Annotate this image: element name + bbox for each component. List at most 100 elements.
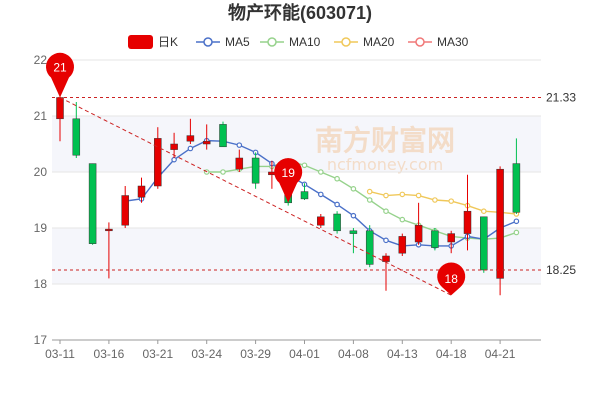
- candle: [496, 166, 504, 296]
- candle-body: [333, 213, 341, 232]
- ma10-point: [399, 216, 406, 223]
- candle: [251, 152, 260, 189]
- legend-item-日k: 日K: [128, 35, 178, 49]
- candle-body: [496, 168, 504, 279]
- legend-point-swatch: [203, 37, 213, 47]
- legend-item-ma30: MA30: [408, 35, 469, 49]
- ma10-point: [383, 208, 389, 215]
- legend-item-ma20: MA20: [334, 35, 395, 49]
- candle: [137, 177, 146, 203]
- candle: [414, 202, 423, 245]
- candle-body: [414, 224, 423, 243]
- series: [56, 96, 521, 296]
- candle-body: [398, 236, 407, 254]
- ma20-line: [369, 190, 517, 215]
- candle-body: [235, 157, 244, 170]
- ma10-point: [317, 169, 324, 175]
- y-tick-label: 18: [34, 277, 48, 291]
- candle: [300, 183, 309, 200]
- ma5-point: [513, 218, 520, 225]
- reference-label: 21.33: [546, 91, 576, 105]
- ma10-point: [513, 229, 520, 236]
- candle: [480, 216, 488, 273]
- candle: [202, 124, 211, 150]
- x-tick-label: 03-29: [240, 347, 271, 361]
- x-tick-label: 03-24: [191, 347, 222, 361]
- ma10-point: [301, 162, 308, 169]
- candle: [72, 102, 81, 158]
- x-tick-label: 04-08: [338, 347, 369, 361]
- ma5-point: [317, 191, 324, 198]
- axes: 17 18 19 20 21 22 03-11 03-16 03-21 03-24 03-29 04-…: [34, 53, 541, 361]
- chart-legend: 日K MA5 MA10 MA20 MA30: [128, 35, 469, 49]
- candle-body: [431, 230, 439, 248]
- legend-item-ma5: MA5: [196, 35, 250, 49]
- x-tick-label: 03-21: [142, 347, 173, 361]
- trend-line: [59, 97, 452, 296]
- ma10-point: [220, 169, 226, 175]
- y-tick-label: 22: [34, 53, 48, 67]
- ma5-point: [350, 212, 357, 219]
- legend-point-swatch: [267, 37, 277, 47]
- marker-label: 21: [53, 61, 67, 75]
- candle: [317, 214, 325, 228]
- candle: [365, 225, 374, 268]
- candle-body: [251, 157, 260, 184]
- candle: [463, 174, 472, 251]
- candle: [512, 138, 521, 214]
- candle: [88, 163, 97, 245]
- ma5-point: [236, 142, 243, 148]
- y-tick-label: 17: [34, 333, 48, 347]
- legend-label: MA30: [437, 35, 469, 49]
- marker-pin: [274, 158, 303, 203]
- ma20-point: [432, 197, 438, 203]
- candle: [170, 132, 178, 158]
- candle-body: [480, 216, 488, 271]
- candle: [186, 118, 195, 144]
- candle-body: [170, 143, 178, 150]
- candle: [219, 121, 227, 148]
- ma20-point: [383, 192, 389, 199]
- legend-candle-swatch: [128, 35, 153, 49]
- candle: [398, 233, 407, 256]
- candle-body: [382, 255, 390, 262]
- candle-body: [300, 191, 309, 200]
- x-tick-label: 03-11: [45, 347, 75, 361]
- candle-body: [463, 210, 472, 234]
- candle: [105, 222, 113, 279]
- ma5-point: [383, 237, 389, 244]
- legend-label: MA20: [363, 35, 395, 49]
- ma5-point: [187, 145, 194, 152]
- ma20-point: [448, 198, 455, 204]
- price-marker: 19: [274, 158, 303, 203]
- candle: [447, 230, 455, 254]
- watermark-subtext: ncfmoney.com: [327, 155, 443, 174]
- chart-title: 物产环能(603071): [228, 2, 372, 23]
- legend-item-ma10: MA10: [260, 35, 321, 49]
- candle-body: [186, 135, 195, 142]
- ma20-point: [415, 192, 422, 199]
- candle-body: [219, 124, 227, 148]
- legend-label: 日K: [158, 35, 178, 49]
- ma5-point: [171, 156, 177, 163]
- candle-body: [447, 233, 455, 243]
- candle: [382, 253, 390, 291]
- marker-pin: [46, 52, 75, 98]
- ma20-point: [480, 208, 487, 215]
- legend-label: MA10: [289, 35, 321, 49]
- candle: [431, 228, 439, 251]
- legend-point-swatch: [341, 37, 351, 47]
- x-tick-label: 04-21: [485, 347, 516, 361]
- price-marker: 21: [46, 52, 75, 98]
- reference-label: 18.25: [546, 263, 576, 277]
- x-tick-label: 04-18: [436, 347, 467, 361]
- watermark-text: 南方财富网: [315, 124, 455, 157]
- candle-body: [56, 97, 64, 120]
- y-tick-label: 20: [34, 165, 48, 179]
- candle-body: [72, 118, 81, 156]
- candle-body: [137, 185, 146, 198]
- candle: [333, 211, 341, 234]
- ma5-point: [334, 201, 340, 208]
